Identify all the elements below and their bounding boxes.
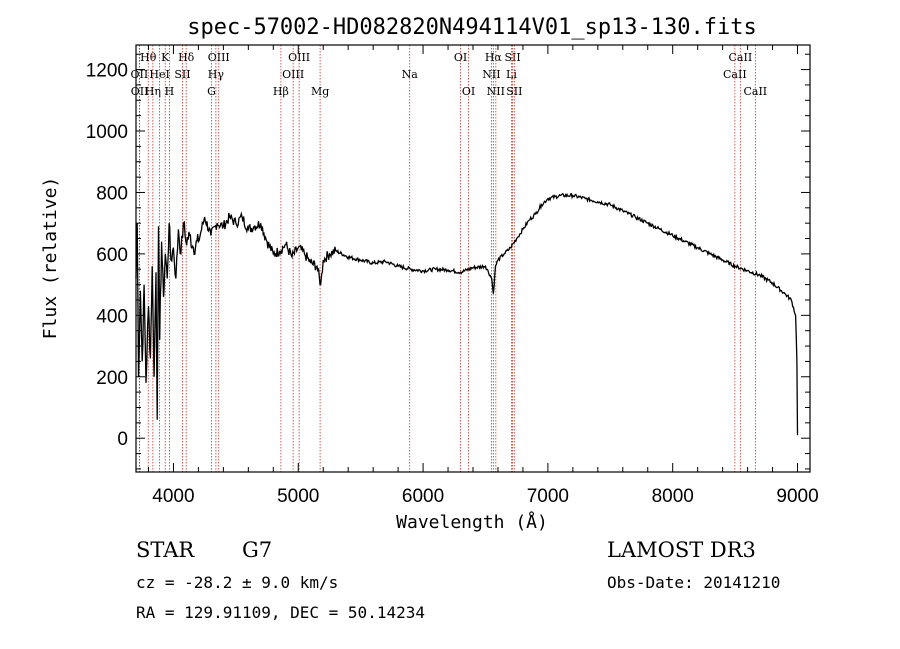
object-type: STAR <box>136 538 195 562</box>
spectral-line-label: Hγ <box>208 68 225 81</box>
survey-name: LAMOST DR3 <box>607 538 756 562</box>
spectral-line-label: NII <box>487 85 505 98</box>
y-tick-label: 600 <box>96 245 128 266</box>
spectral-line-label: Hη <box>145 85 161 98</box>
flux-series-line <box>135 192 799 436</box>
spectral-line-label: SII <box>506 85 522 98</box>
y-axis-label: Flux (relative) <box>40 177 61 340</box>
spectral-line-label: OI <box>454 51 467 64</box>
y-axis-ticks: 0 200 400 600 800 1000 1200 <box>86 53 810 470</box>
spectral-line-label: HeI <box>149 68 169 81</box>
spectral-line-label: Li <box>506 68 517 81</box>
spectral-line-label: NII <box>482 68 500 81</box>
y-tick-label: 0 <box>117 429 128 450</box>
x-tick-label: 9000 <box>776 486 818 507</box>
spectral-line-label: OII <box>131 68 149 81</box>
coordinates: RA = 129.91109, DEC = 50.14234 <box>136 603 425 622</box>
spectral-line-label: Mg <box>311 85 329 98</box>
x-tick-label: 4000 <box>152 486 194 507</box>
y-tick-label: 200 <box>96 368 128 389</box>
plot-frame <box>135 44 811 473</box>
obs-date: Obs-Date: 20141210 <box>607 573 781 592</box>
x-tick-label: 5000 <box>277 486 319 507</box>
spectral-line-label: Hβ <box>273 85 289 98</box>
spectral-line-label: Hδ <box>178 51 195 64</box>
x-tick-label: 8000 <box>652 486 694 507</box>
spectral-line-label: CaII <box>723 68 747 81</box>
y-tick-label: 1200 <box>86 61 128 82</box>
spectral-line-label: Hθ <box>140 51 157 64</box>
y-tick-label: 800 <box>96 183 128 204</box>
spectral-line-label: SII <box>504 51 520 64</box>
spectral-line-label: Na <box>402 68 419 81</box>
y-tick-label: 1000 <box>86 122 128 143</box>
subclass: G7 <box>242 538 273 562</box>
spectral-line-label: H <box>165 85 175 98</box>
spectral-line-label: CaII <box>729 51 753 64</box>
spectral-line-label: OI <box>462 85 475 98</box>
spectral-line-label: OIII <box>208 51 230 64</box>
x-axis-ticks: 4000 5000 6000 7000 8000 9000 <box>147 45 819 507</box>
spectral-line-label: Hα <box>485 51 503 64</box>
y-tick-label: 400 <box>96 306 128 327</box>
x-tick-label: 7000 <box>527 486 569 507</box>
x-tick-label: 6000 <box>402 486 444 507</box>
spectral-line-label: K <box>161 51 170 64</box>
redshift-readout: cz = -28.2 ± 9.0 km/s <box>136 573 339 592</box>
spectral-line-label: CaII <box>743 85 767 98</box>
spectral-line-label: G <box>207 85 216 98</box>
chart-title: spec-57002-HD082820N494114V01_sp13-130.f… <box>187 15 757 40</box>
x-axis-label: Wavelength (Å) <box>396 511 548 533</box>
spectral-line-label: OIII <box>282 68 304 81</box>
spectral-line-label: OIII <box>288 51 310 64</box>
spectral-line-label: SII <box>174 68 190 81</box>
spectral-line-label: OII <box>131 85 149 98</box>
